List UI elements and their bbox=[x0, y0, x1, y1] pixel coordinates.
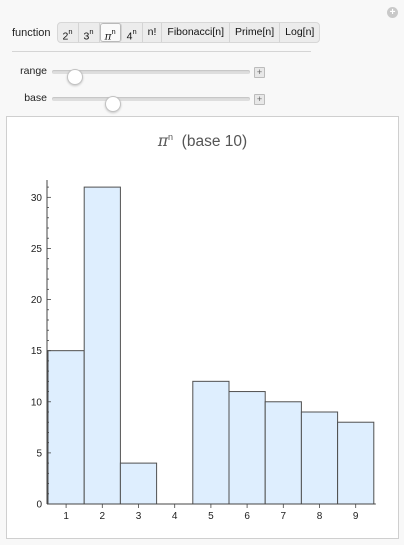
y-tick-label: 20 bbox=[31, 295, 43, 306]
chart-panel: πn (base 10) 0 5 10 15 20 25 30 1 2 3 4 5 6 7 8 9 bbox=[6, 116, 399, 539]
function-option-base: Fibonacci[n] bbox=[167, 26, 225, 38]
range-slider-track[interactable] bbox=[52, 69, 250, 85]
y-tick-label: 5 bbox=[36, 448, 42, 459]
function-selector-row: function 2n 3n πn 4n n! Fibonacci[n] Prime[n] L… bbox=[12, 22, 321, 43]
y-tick-label: 25 bbox=[31, 244, 43, 255]
chart-title: πn (base 10) bbox=[7, 132, 398, 151]
y-tick-label: 0 bbox=[36, 500, 42, 511]
bar-5 bbox=[192, 380, 230, 505]
function-option-base: 3 bbox=[83, 30, 90, 43]
bar-9 bbox=[337, 421, 375, 505]
base-label: base bbox=[24, 92, 47, 104]
function-option-base: 4 bbox=[126, 30, 133, 43]
chart-title-symbol: π bbox=[157, 132, 169, 151]
bar-3 bbox=[119, 462, 158, 505]
x-tick-label: 5 bbox=[208, 511, 214, 522]
controls-divider bbox=[12, 51, 311, 52]
function-option-7[interactable]: Log[n] bbox=[280, 23, 319, 42]
x-tick-label: 6 bbox=[244, 511, 250, 522]
function-option-base: 2 bbox=[62, 30, 69, 43]
bar-8 bbox=[300, 411, 339, 505]
base-slider-thumb[interactable] bbox=[105, 96, 122, 112]
function-label: function bbox=[12, 26, 51, 39]
histogram-chart: 0 5 10 15 20 25 30 1 2 3 4 5 6 7 8 9 bbox=[31, 180, 376, 522]
function-option-exponent: n bbox=[68, 27, 73, 36]
function-option-5[interactable]: Fibonacci[n] bbox=[162, 23, 231, 42]
y-tick-label: 30 bbox=[31, 193, 43, 204]
function-option-6[interactable]: Prime[n] bbox=[230, 23, 281, 42]
range-slider-row: range + bbox=[0, 64, 404, 85]
base-slider-row: base + bbox=[0, 91, 404, 112]
function-option-4[interactable]: n! bbox=[143, 23, 163, 42]
x-tick-label: 4 bbox=[172, 511, 178, 522]
add-annotation-icon[interactable]: + bbox=[387, 7, 398, 18]
bar-7 bbox=[264, 401, 302, 505]
x-tick-label: 2 bbox=[100, 511, 106, 522]
y-tick-label: 15 bbox=[31, 346, 43, 357]
x-tick-label: 8 bbox=[317, 511, 323, 522]
base-slider-track[interactable] bbox=[52, 96, 250, 112]
x-tick-label: 9 bbox=[353, 511, 359, 522]
function-option-base: Prime[n] bbox=[235, 26, 275, 38]
x-tick-label: 1 bbox=[63, 511, 69, 522]
function-option-exponent: n bbox=[89, 27, 94, 36]
chart-title-text: (base 10) bbox=[181, 133, 248, 151]
function-option-base: Log[n] bbox=[285, 26, 315, 38]
base-expand-button[interactable]: + bbox=[254, 94, 265, 105]
function-option-1[interactable]: 3n bbox=[79, 23, 100, 42]
chart-title-exponent: n bbox=[168, 132, 174, 142]
bar-6 bbox=[228, 391, 266, 505]
function-option-0[interactable]: 2n bbox=[58, 23, 79, 42]
function-option-2[interactable]: πn bbox=[99, 23, 122, 43]
function-option-base: π bbox=[104, 30, 112, 43]
function-option-exponent: n bbox=[132, 27, 137, 36]
function-option-exponent: n bbox=[111, 27, 116, 36]
range-label: range bbox=[20, 65, 47, 77]
bar-2 bbox=[83, 186, 121, 505]
function-setter-bar: 2n 3n πn 4n n! Fibonacci[n] Prime[n] Log[n] bbox=[56, 22, 321, 43]
function-option-base: n! bbox=[147, 26, 157, 38]
x-tick-label: 7 bbox=[281, 511, 287, 522]
function-option-3[interactable]: 4n bbox=[122, 23, 143, 42]
y-tick-label: 10 bbox=[31, 397, 43, 408]
range-expand-button[interactable]: + bbox=[254, 67, 265, 78]
bar-1 bbox=[47, 350, 85, 505]
x-tick-label: 3 bbox=[136, 511, 142, 522]
range-slider-thumb[interactable] bbox=[66, 69, 83, 85]
